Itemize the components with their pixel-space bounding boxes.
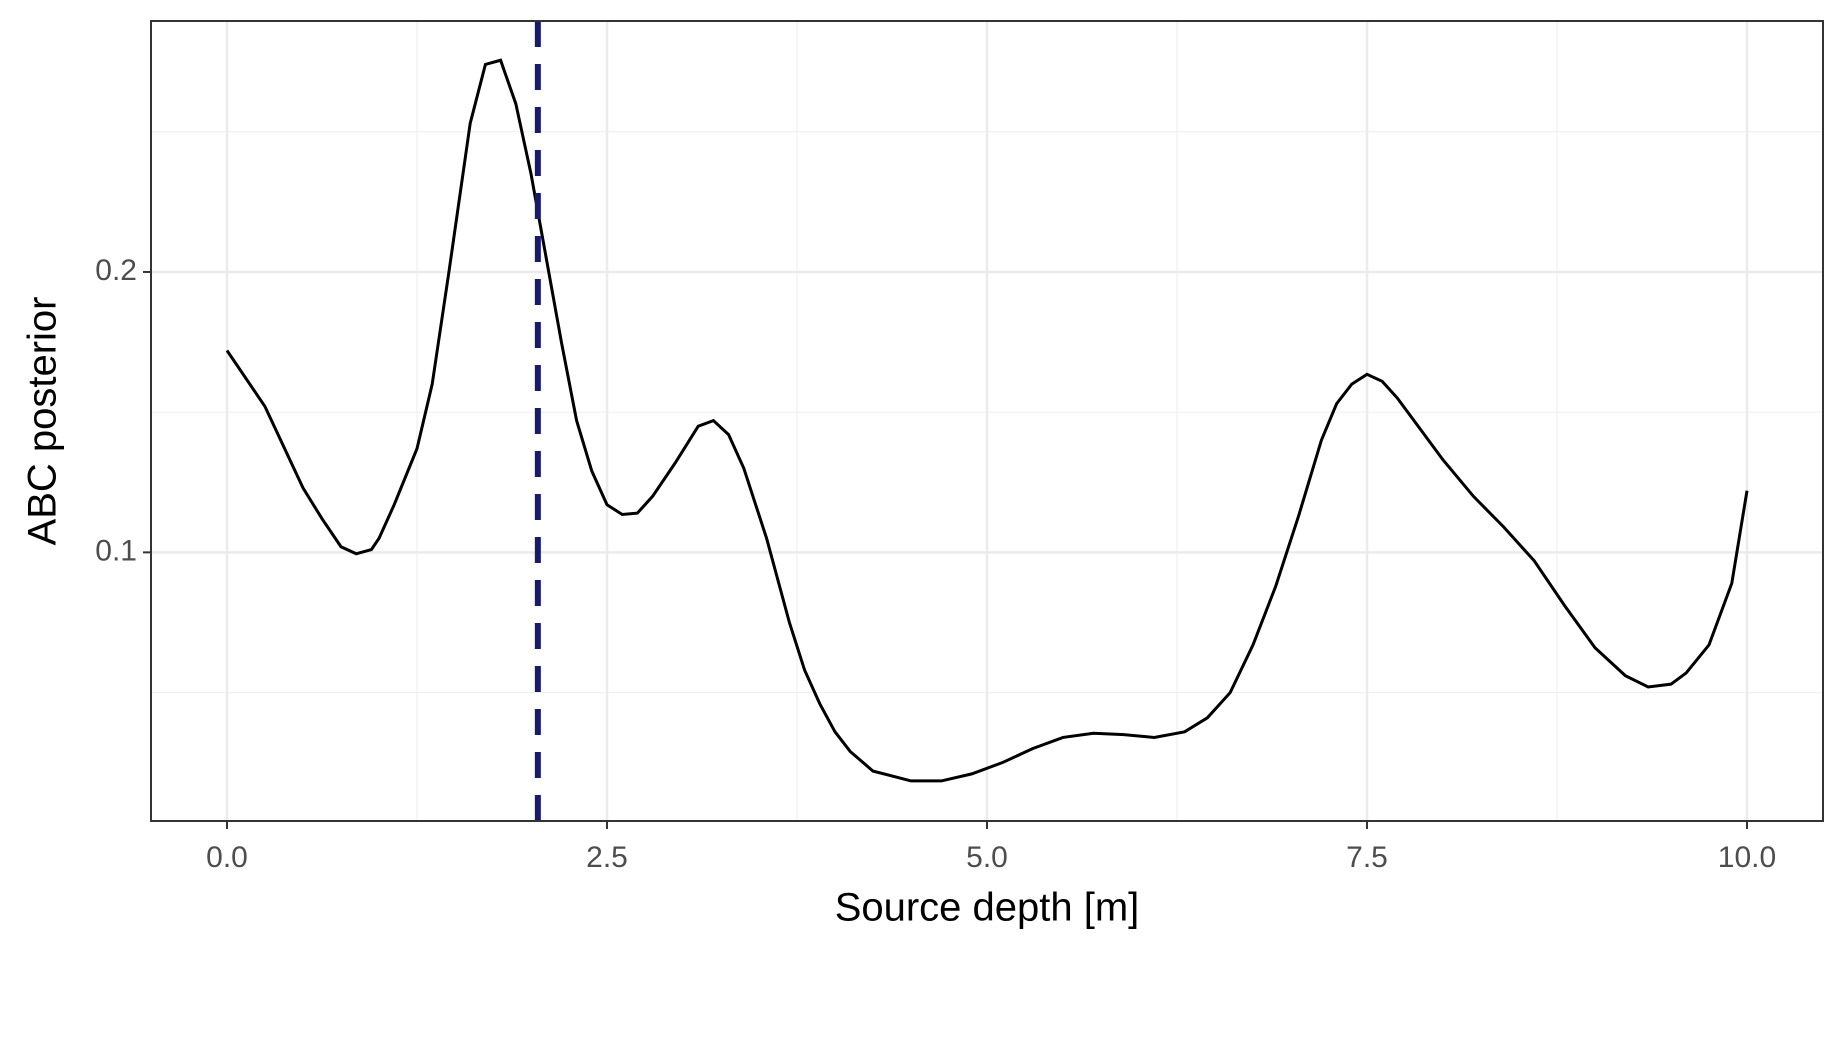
- y-axis-title: ABC posterior: [21, 297, 65, 546]
- line: [225, 58, 1749, 783]
- x-axis-title: Source depth [m]: [835, 886, 1140, 930]
- y-tick-label: 0.2: [95, 254, 137, 287]
- x-tick-label: 10.0: [1718, 841, 1776, 874]
- x-tick-label: 7.5: [1346, 841, 1388, 874]
- panel-border: [150, 20, 1824, 822]
- y-tick-label: 0.1: [95, 534, 137, 567]
- x-tick-label: 5.0: [966, 841, 1008, 874]
- x-tick-label: 0.0: [206, 841, 248, 874]
- x-tick-label: 2.5: [586, 841, 628, 874]
